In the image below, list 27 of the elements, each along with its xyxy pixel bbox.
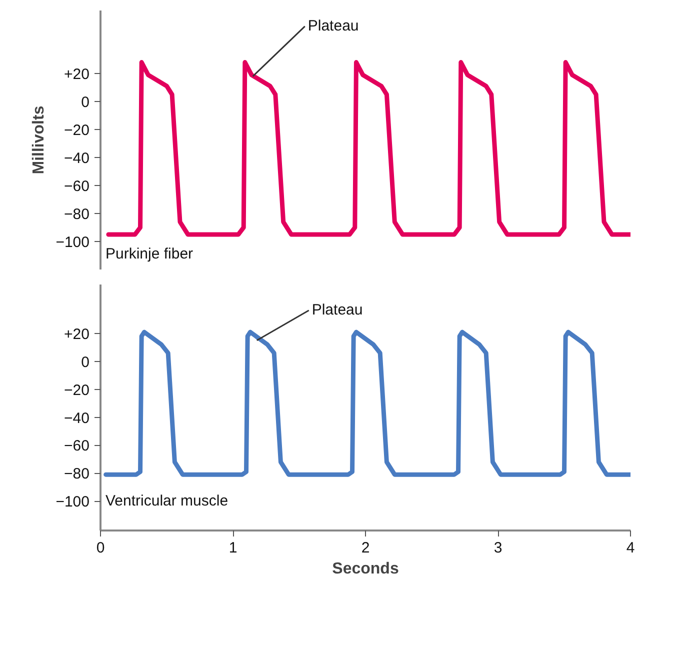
- y-tick-label: −60: [64, 438, 90, 455]
- y-tick-label: −40: [64, 410, 90, 427]
- x-tick-label: 0: [96, 540, 105, 556]
- y-tick-label: +20: [64, 326, 90, 343]
- y-tick-label: +20: [64, 66, 90, 83]
- y-tick-label: −40: [64, 150, 90, 167]
- y-tick-label: −100: [56, 234, 90, 251]
- y-tick-label: −20: [64, 382, 90, 399]
- annotation: Plateau: [308, 17, 359, 34]
- y-tick-label: 0: [81, 354, 90, 371]
- series-label: Ventricular muscle: [106, 492, 228, 510]
- x-tick-label: 4: [626, 540, 635, 556]
- x-tick-label: 3: [494, 540, 502, 556]
- y-tick-label: 0: [81, 94, 90, 111]
- y-tick-label: −60: [64, 178, 90, 195]
- annotation: Plateau: [312, 301, 363, 318]
- y-axis-title: Millivolts: [30, 106, 48, 174]
- y-tick-label: −80: [64, 206, 90, 223]
- series-label: Purkinje fiber: [106, 246, 194, 262]
- line-series: [104, 330, 630, 477]
- y-tick-label: −80: [64, 466, 90, 483]
- x-tick-label: 1: [228, 540, 238, 556]
- x-axis-title: Seconds: [332, 560, 399, 578]
- y-tick-label: −20: [64, 122, 90, 139]
- x-tick-label: 2: [361, 540, 370, 556]
- y-tick-label: −100: [56, 494, 90, 511]
- line-series: [106, 60, 630, 237]
